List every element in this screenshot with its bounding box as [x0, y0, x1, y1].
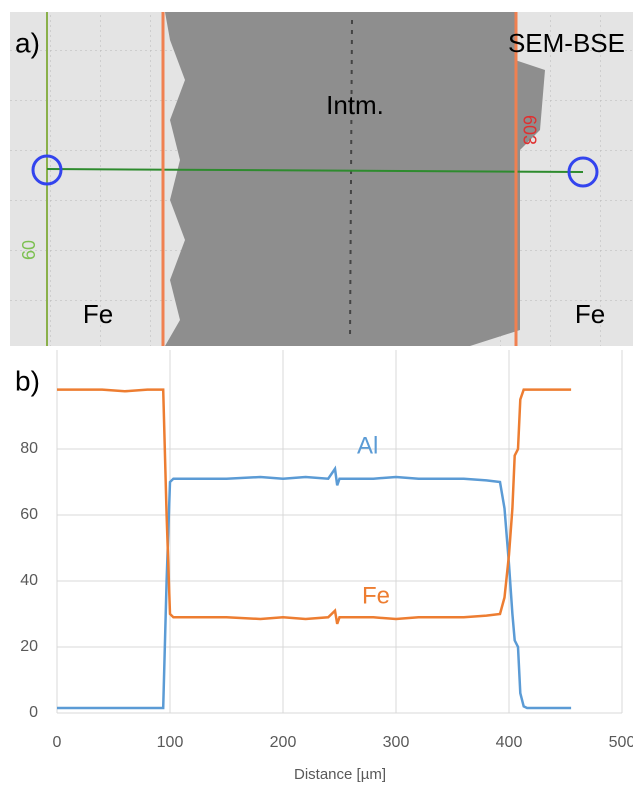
x-tick-label: 200: [270, 734, 297, 751]
y-tick-label: 60: [20, 506, 38, 523]
x-tick-label: 400: [496, 734, 523, 751]
phase-label: Fe: [83, 299, 113, 329]
phase-label: Fe: [575, 299, 605, 329]
panel-label: b): [15, 365, 40, 396]
x-tick-label: 100: [157, 734, 184, 751]
y-tick-label: 20: [20, 638, 38, 655]
method-label: SEM-BSE: [508, 28, 625, 58]
marker-label: 60: [19, 240, 39, 260]
y-tick-label: 80: [20, 440, 38, 457]
x-tick-label: 300: [383, 734, 410, 751]
x-tick-label: 0: [53, 734, 62, 751]
sem-image: a) SEM-BSE Intm. Fe Fe 603 60: [10, 12, 633, 346]
y-tick-label: 0: [29, 704, 38, 721]
y-tick-label: 40: [20, 572, 38, 589]
series-line: [57, 388, 572, 625]
phase-label: Intm.: [326, 90, 384, 120]
series-label: Al: [357, 432, 378, 459]
panel-label: a): [15, 27, 40, 58]
series-label: Fe: [362, 582, 390, 609]
x-axis-label: Distance [µm]: [294, 766, 386, 783]
marker-label: 603: [519, 115, 539, 145]
x-tick-label: 500: [609, 734, 633, 751]
series-line: [57, 465, 572, 710]
